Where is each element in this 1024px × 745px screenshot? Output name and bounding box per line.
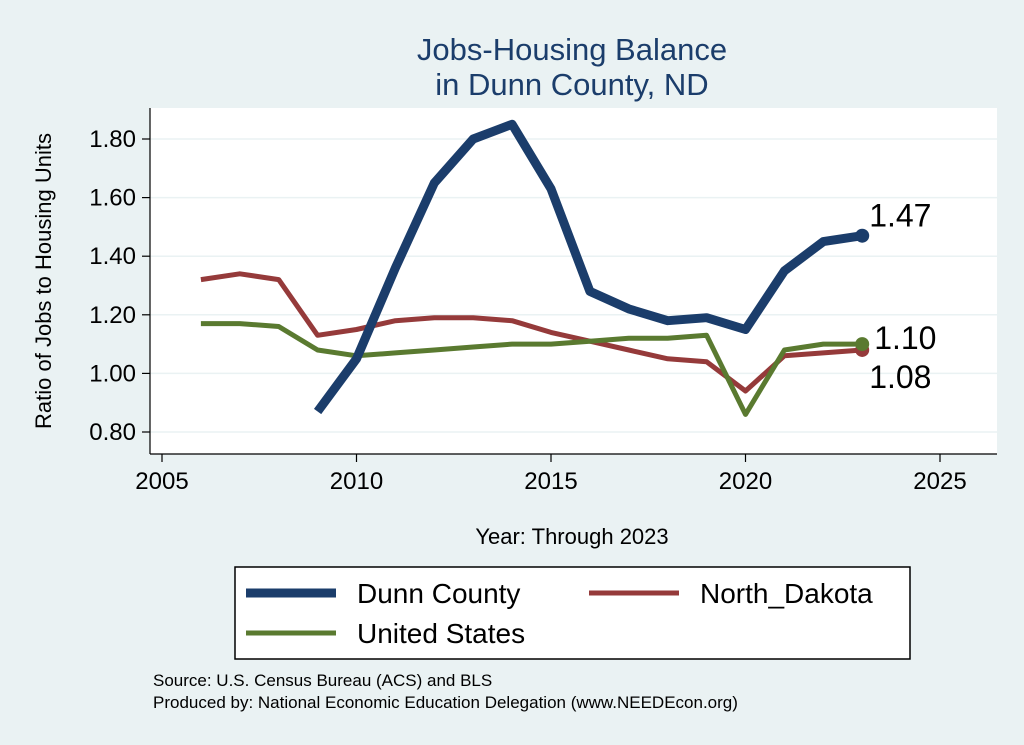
source-note: Source: U.S. Census Bureau (ACS) and BLS — [153, 671, 492, 690]
legend-label-united-states: United States — [357, 618, 525, 649]
series-layer — [200, 119, 870, 417]
chart-title-line-1: Jobs-Housing Balance — [417, 32, 727, 67]
x-axis-title: Year: Through 2023 — [475, 524, 668, 549]
end-marker-dunn-county — [855, 228, 870, 243]
series-line-dunn-county — [313, 119, 863, 415]
series-line-north-dakota — [200, 271, 863, 394]
producer-note: Produced by: National Economic Education… — [153, 693, 738, 712]
y-tick-label-4: 1.60 — [89, 185, 136, 212]
chart-title-line-2: in Dunn County, ND — [435, 67, 708, 102]
legend-label-dunn-county: Dunn County — [357, 578, 520, 609]
legend-label-north-dakota: North_Dakota — [700, 578, 873, 609]
y-tick-label-5: 1.80 — [89, 126, 136, 153]
end-label-north-dakota: 1.08 — [869, 359, 931, 395]
x-tick-label-3: 2020 — [719, 468, 772, 495]
x-tick-label-1: 2010 — [330, 468, 383, 495]
plot-area — [150, 108, 997, 454]
legend: Dunn County North_Dakota United States — [234, 566, 911, 660]
axis-layer: 0.80 1.00 1.20 1.40 1.60 1.80 2005 2010 2015 2020… — [89, 108, 997, 495]
end-marker-united-states — [855, 337, 870, 352]
y-tick-label-1: 1.00 — [89, 360, 136, 387]
y-tick-label-2: 1.20 — [89, 302, 136, 329]
y-axis-title: Ratio of Jobs to Housing Units — [31, 133, 56, 429]
end-label-layer: 1.47 1.081.10 — [869, 198, 936, 395]
x-tick-label-0: 2005 — [135, 468, 188, 495]
series-line-united-states — [200, 321, 863, 417]
x-tick-label-4: 2025 — [913, 468, 966, 495]
y-tick-label-3: 1.40 — [89, 243, 136, 270]
end-label-united-states: 1.10 — [874, 320, 936, 356]
y-tick-label-0: 0.80 — [89, 419, 136, 446]
legend-box — [234, 566, 911, 660]
end-label-dunn-county: 1.47 — [869, 198, 931, 234]
x-tick-label-2: 2015 — [524, 468, 577, 495]
